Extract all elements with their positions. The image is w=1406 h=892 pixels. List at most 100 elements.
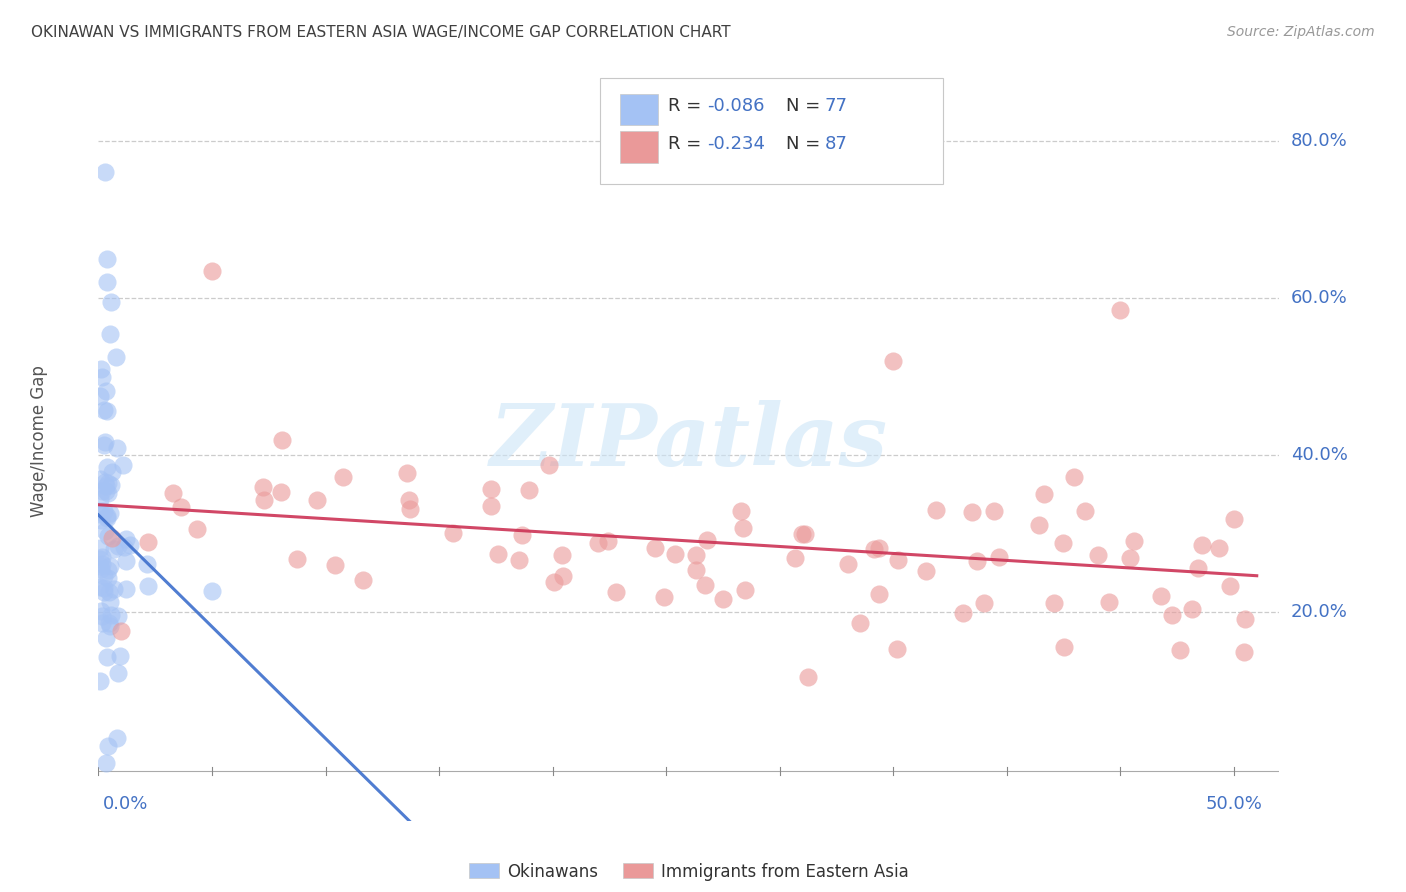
Text: N =: N = bbox=[786, 97, 825, 115]
Point bbox=[486, 547, 509, 561]
Point bbox=[93, 437, 115, 451]
Point bbox=[332, 470, 354, 484]
Text: 60.0%: 60.0% bbox=[1291, 289, 1347, 307]
Point bbox=[118, 538, 141, 552]
Point bbox=[960, 505, 983, 519]
Point bbox=[988, 549, 1011, 564]
Point bbox=[96, 460, 118, 475]
FancyBboxPatch shape bbox=[620, 94, 658, 126]
Point bbox=[96, 529, 118, 543]
Point bbox=[110, 624, 132, 639]
Point bbox=[510, 528, 533, 542]
Point bbox=[783, 550, 806, 565]
Point bbox=[89, 389, 111, 403]
Legend: Okinawans, Immigrants from Eastern Asia: Okinawans, Immigrants from Eastern Asia bbox=[468, 863, 910, 880]
Point bbox=[170, 500, 193, 514]
Point bbox=[93, 504, 115, 518]
Point bbox=[543, 574, 565, 589]
Point bbox=[89, 541, 111, 555]
Point bbox=[90, 513, 112, 527]
Text: 20.0%: 20.0% bbox=[1291, 603, 1347, 622]
Point bbox=[114, 532, 136, 546]
Point bbox=[598, 533, 620, 548]
Point bbox=[1097, 594, 1119, 608]
Point bbox=[97, 485, 120, 500]
Text: 80.0%: 80.0% bbox=[1291, 132, 1347, 150]
Point bbox=[1234, 612, 1257, 626]
Point bbox=[90, 604, 112, 618]
Point bbox=[887, 553, 910, 567]
Point bbox=[89, 504, 111, 518]
Point bbox=[794, 527, 817, 541]
Point bbox=[479, 482, 502, 496]
Point bbox=[398, 493, 420, 508]
Point bbox=[952, 607, 974, 621]
Point bbox=[352, 573, 374, 587]
Text: OKINAWAN VS IMMIGRANTS FROM EASTERN ASIA WAGE/INCOME GAP CORRELATION CHART: OKINAWAN VS IMMIGRANTS FROM EASTERN ASIA… bbox=[31, 25, 731, 40]
Point bbox=[201, 263, 224, 277]
Point bbox=[886, 642, 908, 657]
Text: ZIPatlas: ZIPatlas bbox=[489, 400, 889, 483]
Point bbox=[96, 508, 118, 523]
Point bbox=[96, 511, 118, 525]
Text: 40.0%: 40.0% bbox=[1291, 446, 1347, 465]
Point bbox=[90, 362, 112, 376]
Point bbox=[94, 384, 117, 398]
Point bbox=[111, 458, 134, 472]
Point bbox=[868, 541, 890, 555]
Point bbox=[108, 649, 131, 664]
Point bbox=[441, 525, 464, 540]
Point bbox=[94, 631, 117, 645]
Point bbox=[96, 479, 118, 493]
Point bbox=[652, 590, 675, 604]
Text: R =: R = bbox=[668, 97, 707, 115]
Point bbox=[89, 580, 111, 594]
Point bbox=[138, 579, 160, 593]
Point bbox=[837, 558, 859, 572]
Point bbox=[983, 504, 1005, 518]
Point bbox=[1052, 640, 1074, 654]
Point bbox=[89, 674, 111, 689]
Point bbox=[97, 615, 120, 630]
Point bbox=[307, 493, 329, 508]
Point bbox=[586, 536, 609, 550]
Point bbox=[914, 564, 936, 578]
Point bbox=[1170, 642, 1192, 657]
Point bbox=[89, 552, 111, 566]
Point bbox=[107, 539, 129, 553]
Point bbox=[93, 403, 115, 417]
Point bbox=[186, 522, 208, 536]
FancyBboxPatch shape bbox=[620, 131, 658, 163]
Point bbox=[96, 276, 118, 290]
Text: -0.086: -0.086 bbox=[707, 97, 763, 115]
Point bbox=[103, 542, 125, 557]
Text: Wage/Income Gap: Wage/Income Gap bbox=[31, 366, 48, 517]
Point bbox=[96, 483, 118, 498]
Point bbox=[1208, 541, 1230, 555]
Point bbox=[973, 596, 995, 610]
Point bbox=[731, 521, 754, 535]
Point bbox=[1160, 608, 1182, 623]
Text: 77: 77 bbox=[825, 97, 848, 115]
Point bbox=[90, 562, 112, 576]
Point bbox=[1187, 561, 1209, 575]
Point bbox=[91, 557, 114, 571]
Point bbox=[162, 485, 184, 500]
Point bbox=[97, 571, 120, 585]
Text: 50.0%: 50.0% bbox=[1205, 795, 1263, 813]
Point bbox=[96, 404, 118, 418]
Point bbox=[107, 609, 129, 624]
Point bbox=[97, 476, 120, 491]
Point bbox=[101, 465, 124, 479]
Point bbox=[97, 584, 120, 599]
Point bbox=[1028, 518, 1050, 533]
Point bbox=[90, 615, 112, 630]
Text: Source: ZipAtlas.com: Source: ZipAtlas.com bbox=[1227, 25, 1375, 39]
Point bbox=[89, 471, 111, 485]
Point bbox=[98, 506, 121, 520]
Point bbox=[112, 540, 135, 554]
FancyBboxPatch shape bbox=[600, 78, 943, 184]
Point bbox=[96, 252, 118, 266]
Point bbox=[1150, 589, 1173, 603]
Text: N =: N = bbox=[786, 136, 825, 153]
